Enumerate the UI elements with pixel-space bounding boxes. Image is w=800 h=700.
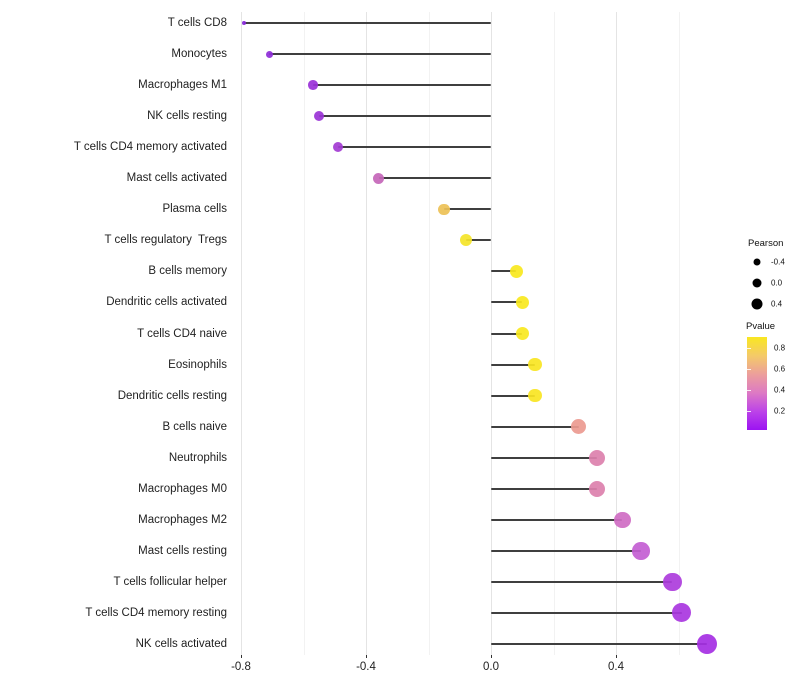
- lollipop-stem: [491, 363, 535, 366]
- gridline-major: [366, 12, 367, 655]
- y-axis-label: Dendritic cells activated: [106, 296, 227, 309]
- y-axis-label: Mast cells resting: [138, 544, 227, 557]
- pvalue-colorbar: [747, 337, 767, 430]
- lollipop-dot: [528, 388, 542, 403]
- legend-pearson-label: 0.0: [771, 278, 783, 288]
- lollipop-stem: [312, 84, 491, 87]
- lollipop-stem: [491, 518, 623, 521]
- pvalue-tick-label: 0.2: [774, 406, 786, 416]
- lollipop-stem: [491, 270, 516, 273]
- lollipop-dot: [509, 264, 523, 278]
- pvalue-tick-label: 0.4: [774, 385, 786, 395]
- gridline-minor: [428, 12, 430, 655]
- y-axis-label: NK cells resting: [147, 110, 227, 123]
- y-axis-label: B cells memory: [148, 265, 227, 278]
- lollipop-dot: [332, 142, 343, 153]
- lollipop-stem: [466, 239, 491, 242]
- x-axis-tick: [491, 655, 492, 658]
- x-axis-tick: [616, 655, 617, 658]
- lollipop-dot: [672, 603, 692, 623]
- y-axis-label: T cells CD8: [167, 17, 227, 29]
- y-axis-label: Mast cells activated: [126, 172, 227, 185]
- lollipop-stem: [491, 394, 535, 397]
- gridline-minor: [303, 12, 305, 655]
- gridline-minor: [553, 12, 555, 655]
- x-axis-tick: [241, 655, 242, 658]
- plot-panel: [232, 12, 737, 655]
- lollipop-dot: [515, 295, 529, 309]
- legend-pearson-label: -0.4: [771, 257, 785, 267]
- gridline-major: [241, 12, 242, 655]
- pvalue-tick-label: 0.6: [774, 364, 786, 374]
- legend-pearson-label: 0.4: [771, 299, 783, 309]
- lollipop-stem: [491, 301, 523, 304]
- lollipop-dot: [696, 634, 717, 654]
- lollipop-dot: [589, 449, 606, 466]
- lollipop-stem: [491, 487, 598, 490]
- lollipop-dot: [614, 511, 631, 529]
- pvalue-tick-notch: [747, 347, 751, 349]
- lollipop-stem: [491, 456, 598, 459]
- pvalue-tick-label: 0.8: [774, 343, 786, 353]
- lollipop-dot: [515, 327, 529, 340]
- y-axis-label: T cells CD4 memory activated: [73, 141, 227, 154]
- legend-pearson-dot: [752, 278, 762, 288]
- lollipop-dot: [241, 20, 247, 26]
- legend-pearson-dot: [753, 258, 761, 266]
- lollipop-dot: [265, 50, 273, 58]
- lollipop-stem: [491, 580, 673, 583]
- y-axis-label: Macrophages M1: [138, 79, 227, 92]
- lollipop-stem: [378, 177, 491, 180]
- gridline-major: [616, 12, 617, 655]
- lollipop-dot: [589, 480, 606, 497]
- x-axis-tick: [366, 655, 367, 658]
- y-axis-label: Neutrophils: [168, 451, 227, 464]
- y-axis-label: Macrophages M2: [138, 513, 227, 526]
- pvalue-tick-notch: [747, 389, 751, 391]
- legend-pearson-dot: [751, 298, 763, 310]
- lollipop-dot: [663, 572, 682, 592]
- lollipop-stem: [269, 53, 491, 56]
- y-axis-label: T cells regulatory Tregs: [104, 234, 227, 247]
- y-axis-label: Plasma cells: [162, 203, 227, 216]
- pvalue-tick-notch: [747, 368, 751, 370]
- lollipop-stem: [244, 22, 491, 24]
- lollipop-stem: [491, 549, 641, 552]
- lollipop-dot: [372, 172, 385, 184]
- legend-pvalue-title: Pvalue: [746, 321, 776, 332]
- lollipop-stem: [491, 643, 707, 645]
- lollipop-stem: [491, 332, 523, 335]
- y-axis-label: Monocytes: [171, 48, 227, 61]
- y-axis-label: T cells follicular helper: [113, 575, 227, 588]
- y-axis-label: Dendritic cells resting: [117, 389, 227, 402]
- lollipop-dot: [528, 357, 542, 372]
- lollipop-dot: [460, 234, 472, 247]
- y-axis-label: NK cells activated: [135, 638, 227, 650]
- x-axis-tick-label: 0.4: [608, 661, 624, 673]
- y-axis-label: Eosinophils: [168, 358, 227, 371]
- y-axis-label: Macrophages M0: [138, 482, 227, 495]
- y-axis-label: T cells CD4 memory resting: [85, 606, 227, 619]
- lollipop-stem: [491, 611, 682, 614]
- lollipop-stem: [444, 208, 491, 211]
- lollipop-stem: [491, 425, 579, 428]
- lollipop-stem: [319, 115, 491, 118]
- lollipop-dot: [571, 419, 586, 435]
- y-axis-label: B cells naive: [162, 420, 227, 433]
- gridline-minor: [678, 12, 680, 655]
- x-axis-tick-label: -0.4: [356, 661, 376, 673]
- lollipop-dot: [314, 111, 325, 122]
- legend-pearson-title: Pearson: [748, 238, 784, 249]
- lollipop-dot: [308, 80, 318, 90]
- lollipop-dot: [438, 203, 450, 216]
- lollipop-dot: [632, 542, 650, 560]
- pvalue-tick-notch: [747, 410, 751, 412]
- x-axis-tick-label: 0.0: [483, 661, 499, 673]
- x-axis-tick-label: -0.8: [231, 661, 251, 673]
- lollipop-stem: [337, 146, 491, 149]
- y-axis-label: T cells CD4 naive: [137, 327, 227, 340]
